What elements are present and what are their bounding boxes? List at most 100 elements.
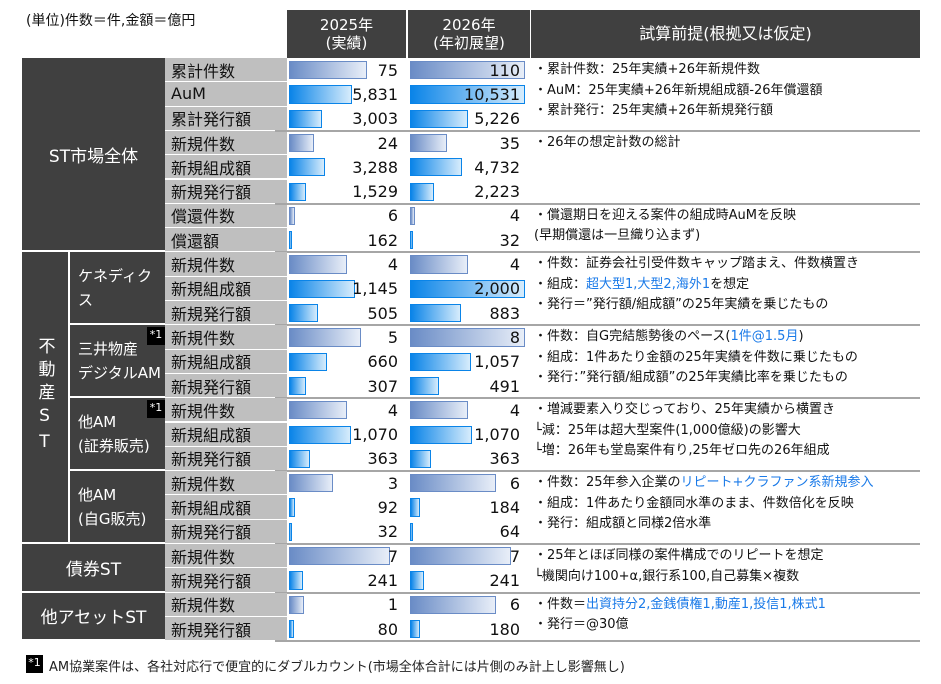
row-label: 新規発行額 — [165, 301, 287, 326]
value-cell-2026: 110 — [408, 58, 530, 82]
note-block: ・償還期日を迎える案件の組成時AuMを反映 (早期償還は一旦織り込まず) — [530, 204, 920, 253]
value-cell-2025: 5 — [287, 325, 408, 349]
value-2025: 3,288 — [352, 157, 398, 177]
note-highlight: リピート+クラファン系新規参入 — [680, 475, 874, 491]
row-label: 新規件数 — [165, 592, 287, 617]
amount-data-bar — [289, 182, 307, 201]
note-text: ・件数：自G完結態勢後のペース( — [534, 329, 731, 345]
header-2025-sub: (実績) — [325, 34, 368, 52]
note-text: ) — [798, 329, 804, 345]
amount-data-bar — [289, 449, 310, 469]
value-2026: 4 — [509, 206, 520, 226]
note-block: ・件数＝出資持分2,金銭債権1,動産1,投信1,株式1 ・発行＝@30億 — [530, 593, 920, 642]
amount-data-bar — [410, 158, 462, 177]
amount-data-bar — [410, 85, 525, 104]
row-label: 新規件数 — [165, 544, 287, 569]
value-cell-2025: 4 — [287, 398, 408, 422]
note-line: ・AuM：25年実績+26年新規組成額-26年償還額 — [534, 81, 920, 102]
note-text: ・件数：証券会社引受件数キャップ踏まえ、件数横置き — [534, 256, 860, 272]
footnote-text: AM協業案件は、各社対応行で便宜的にダブルカウント(市場全体合計には片側のみ計上… — [49, 660, 625, 675]
note-highlight: 出資持分2,金銭債権1,動産1,投信1,株式1 — [586, 596, 826, 612]
value-cell-2026: 1,070 — [408, 423, 530, 447]
value-cell-2025: 307 — [287, 374, 408, 398]
value-2026: 363 — [489, 449, 520, 469]
value-2026: 4,732 — [474, 157, 520, 177]
value-2025: 80 — [377, 619, 398, 639]
count-data-bar — [289, 474, 333, 493]
note-block: ・件数：25年参入企業のリピート+クラファン系新規参入 ・組成：1件あたり金額同水… — [530, 471, 920, 544]
value-cell-2026: 363 — [408, 447, 530, 471]
value-2025: 24 — [377, 133, 398, 153]
note-text: ・増減要素入り交じっており、25年実績から横置き — [534, 402, 835, 418]
note-line: ・組成：超大型1,大型2,海外1を想定 — [534, 275, 920, 296]
subgroup-label: ケネディクス — [68, 252, 165, 326]
value-cell-2026: 180 — [408, 617, 530, 641]
amount-data-bar — [410, 449, 431, 469]
row-label: 新規組成額 — [165, 349, 287, 374]
value-cell-2026: 32 — [408, 228, 530, 252]
count-data-bar — [410, 328, 525, 347]
value-cell-2025: 1,529 — [287, 180, 408, 204]
footnote-marker-badge: *1 — [147, 400, 165, 419]
value-cell-2026: 7 — [408, 544, 530, 568]
value-cell-2025: 4 — [287, 252, 408, 276]
value-2026: 2,000 — [474, 279, 520, 299]
subgroup-label-line: (証券販売) — [78, 436, 150, 455]
amount-data-bar — [410, 498, 421, 517]
value-2026: 10,531 — [464, 84, 520, 104]
value-2026: 5,226 — [474, 109, 520, 129]
value-cell-2025: 3 — [287, 471, 408, 495]
note-text: ・償還期日を迎える案件の組成時AuMを反映 — [534, 207, 796, 223]
row-group-divider — [275, 397, 920, 400]
subgroup-label: 他AM (証券販売) — [68, 398, 165, 472]
value-2026: 4 — [509, 400, 520, 420]
value-cell-2025: 3,288 — [287, 155, 408, 179]
amount-data-bar — [289, 304, 318, 323]
value-cell-2026: 6 — [408, 471, 530, 495]
note-text: ・組成：1件あたり金額の25年実績を件数に乗じたもの — [534, 349, 858, 365]
value-2026: 883 — [489, 303, 520, 323]
value-2026: 8 — [509, 327, 520, 347]
note-text: ・発行：”発行額/組成額”の25年実績比率を乗じたもの — [534, 370, 848, 386]
note-line: (早期償還は一旦織り込まず) — [534, 226, 920, 247]
note-block: ・件数：自G完結態勢後のペース(1件@1.5月) ・組成：1件あたり金額の25年実… — [530, 325, 920, 398]
value-cell-2026: 184 — [408, 495, 530, 519]
subgroup-label-line: 他AM — [78, 412, 117, 431]
amount-data-bar — [289, 109, 323, 128]
header-2026: 2026年 (年初展望) — [408, 10, 530, 58]
value-2026: 6 — [509, 595, 520, 615]
note-line: ・増減要素入り交じっており、25年実績から横置き — [534, 400, 920, 421]
amount-data-bar — [289, 425, 352, 444]
value-cell-2025: 7 — [287, 544, 408, 568]
row-label: 新規件数 — [165, 398, 287, 423]
value-cell-2026: 10,531 — [408, 82, 530, 106]
value-2025: 32 — [377, 522, 398, 542]
row-group-divider — [275, 251, 920, 254]
note-line: ・発行＝”発行額/組成額”の25年実績を乗じたもの — [534, 295, 920, 316]
value-2025: 1,529 — [352, 182, 398, 202]
note-block: ・増減要素入り交じっており、25年実績から横置き └減：25年は超大型案件(1,… — [530, 398, 920, 471]
subgroup-label-line: 他AM — [78, 485, 117, 504]
note-text: └減：25年は超大型案件(1,000億級)の影響大 — [534, 422, 801, 438]
amount-data-bar — [289, 85, 353, 104]
value-2026: 4 — [509, 255, 520, 275]
amount-data-bar — [410, 376, 439, 396]
count-data-bar — [410, 595, 497, 614]
note-line: ・件数：証券会社引受件数キャップ踏まえ、件数横置き — [534, 254, 920, 275]
value-cell-2025: 3,003 — [287, 107, 408, 131]
value-cell-2026: 35 — [408, 131, 530, 155]
note-block: ・26年の想定計数の総計 — [530, 131, 920, 204]
note-highlight: 1件@1.5月 — [730, 329, 799, 345]
value-2025: 162 — [367, 230, 398, 250]
note-text: ・AuM：25年実績+26年新規組成額-26年償還額 — [534, 82, 823, 98]
value-cell-2025: 162 — [287, 228, 408, 252]
row-label: 新規件数 — [165, 471, 287, 496]
note-line: ・発行：組成額と同様2倍水準 — [534, 514, 920, 535]
row-label: 新規発行額 — [165, 616, 287, 642]
subgroup-label-line: デジタルAM — [78, 363, 161, 382]
group-label: 債券ST — [22, 544, 165, 593]
value-2026: 180 — [489, 619, 520, 639]
row-label: 累計件数 — [165, 58, 287, 83]
note-line: ・発行：”発行額/組成額”の25年実績比率を乗じたもの — [534, 368, 920, 389]
